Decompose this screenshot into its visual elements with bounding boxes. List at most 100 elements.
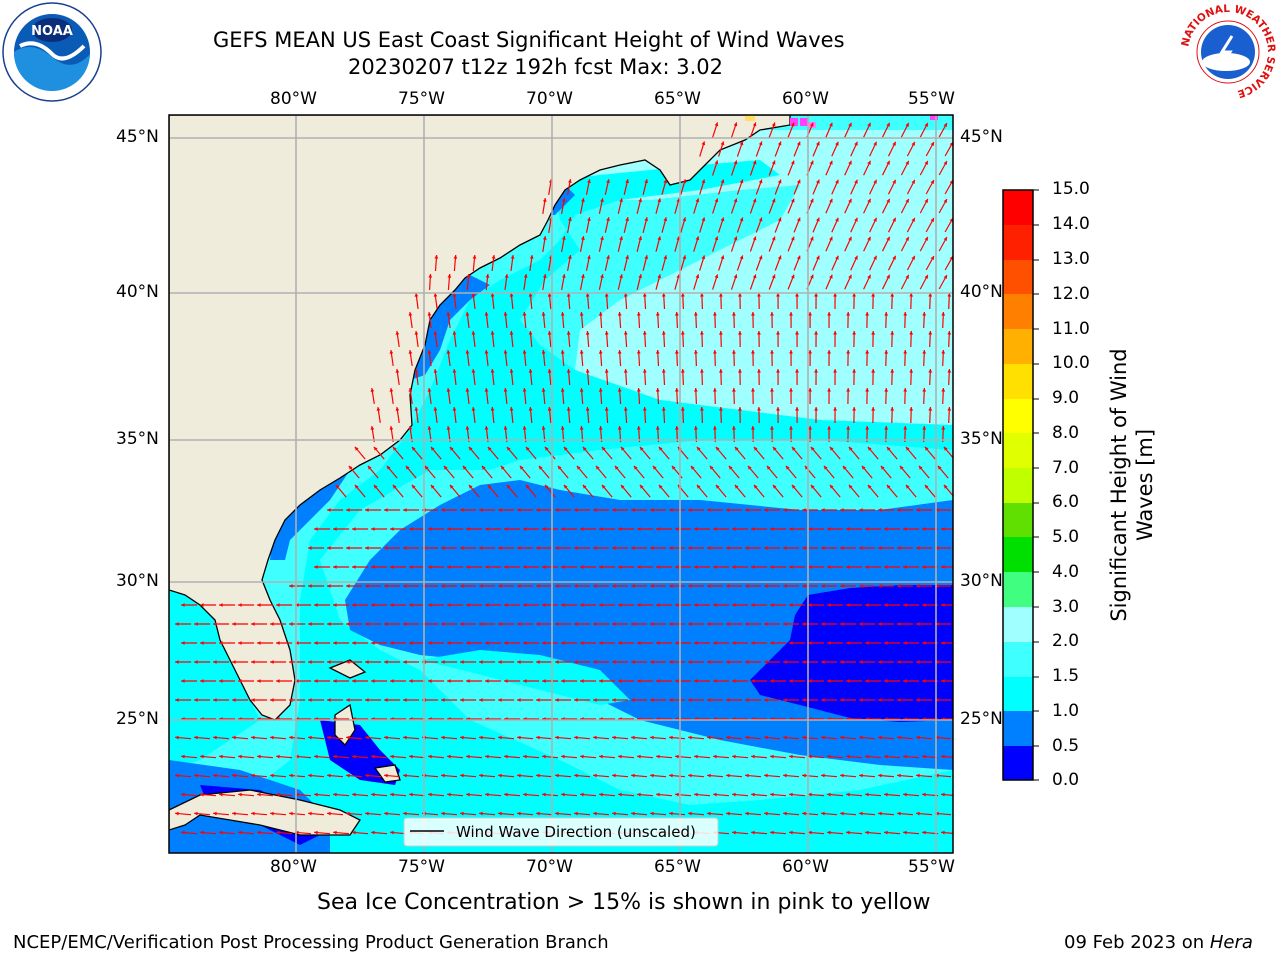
wave-arrow-head [846,565,850,569]
wave-arrow-head [560,350,565,354]
wave-arrow-head [428,527,432,531]
wave-arrow-head [922,679,926,683]
wave-arrow-head [694,792,698,797]
wave-arrow-head [886,122,890,127]
wave-arrow-head [726,735,730,740]
wave-arrow-head [428,679,432,683]
wave-arrow-head [525,446,530,451]
wave-arrow-head [835,141,839,146]
wave-arrow-head [840,584,844,588]
wave-arrow-head [802,811,806,816]
wave-arrow-head [612,735,616,740]
wave-arrow-head [802,508,806,512]
wave-arrow-head [878,660,882,664]
wave-arrow-head [772,446,777,451]
wave-arrow-head [732,527,736,531]
wave-arrow-head [390,679,394,683]
wave-arrow-head [890,369,895,373]
wave-arrow-head [623,369,628,373]
wave-arrow-head [606,217,610,221]
wave-arrow-head [395,369,400,373]
wave-arrow-head [764,735,768,740]
wave-arrow-head [447,565,451,569]
wave-arrow-head [466,679,470,683]
wave-arrow-head [503,426,508,430]
wave-arrow-head [700,369,704,373]
wave-arrow-head [580,527,584,531]
wave-arrow-head [783,546,787,550]
wave-arrow-head [738,407,742,411]
wave-arrow-head [821,811,825,816]
wave-arrow-head [327,735,331,740]
wave-arrow-head [943,161,947,165]
wave-arrow-head [854,179,858,184]
wave-arrow-head [751,312,755,316]
colorbar-band [1003,711,1033,746]
wave-arrow-head [916,508,920,512]
wave-arrow-head [732,679,736,683]
wave-arrow-head [734,446,739,451]
wave-arrow-head [719,407,723,411]
wave-arrow-head [441,811,445,816]
wave-arrow-head [650,546,654,550]
wave-arrow-head [701,255,706,260]
wave-arrow-head [694,350,698,354]
wave-arrow-head [599,641,603,645]
wave-arrow-head [403,811,407,816]
colorbar-band [1003,572,1033,607]
wave-arrow-head [619,274,623,279]
wave-arrow-head [739,141,744,146]
wave-arrow-head [905,236,909,241]
wave-arrow-head [871,369,876,373]
wave-arrow-head [688,622,692,626]
wave-arrow-head [346,698,350,702]
wave-arrow-head [680,331,685,335]
wave-arrow-head [405,465,410,470]
wave-arrow-head [650,735,654,740]
wave-arrow-head [430,484,435,489]
wave-arrow-head [560,388,565,392]
wave-arrow-head [599,527,603,531]
wave-arrow-head [365,811,369,816]
wave-arrow-head [695,236,700,241]
wave-arrow-head [842,465,847,470]
wave-arrow-head [181,830,185,835]
wave-arrow-head [644,217,648,222]
wave-arrow-head [947,407,952,411]
wave-arrow-head [427,350,432,354]
wave-arrow-head [411,484,416,489]
wave-arrow-head [504,527,508,531]
wave-arrow-head [523,754,527,759]
wave-arrow-head [517,508,521,512]
wave-arrow-head [790,122,795,127]
colorbar-band [1003,225,1033,260]
wave-arrow-head [757,407,761,411]
wave-arrow-head [581,236,585,240]
wave-arrow-head [878,546,882,550]
wave-arrow-head [580,679,584,683]
wave-arrow-head [675,565,679,569]
wave-arrow-head [612,622,616,626]
cb-tick-1.5: 1.5 [1052,666,1080,686]
wave-arrow-head [542,527,546,531]
wave-arrow-head [587,255,591,259]
wave-arrow-head [257,792,261,797]
wave-arrow-head [257,679,261,683]
wave-arrow-head [498,773,502,778]
wave-arrow-head [795,293,799,297]
wave-arrow-head [612,546,616,550]
wave-arrow-head [943,237,947,241]
wave-arrow-head [637,792,641,797]
wave-arrow-head [886,198,890,203]
wave-arrow-head [200,792,204,797]
wave-arrow-head [408,426,413,430]
wave-arrow-head [466,641,470,645]
wave-arrow-head [911,179,915,184]
wave-arrow-head [770,565,774,569]
wave-arrow-head [371,565,375,569]
wave-arrow-head [884,830,888,835]
wave-arrow-head [219,754,223,759]
wave-arrow-head [802,660,806,664]
wave-arrow-head [808,527,812,531]
wave-arrow-head [365,660,369,664]
